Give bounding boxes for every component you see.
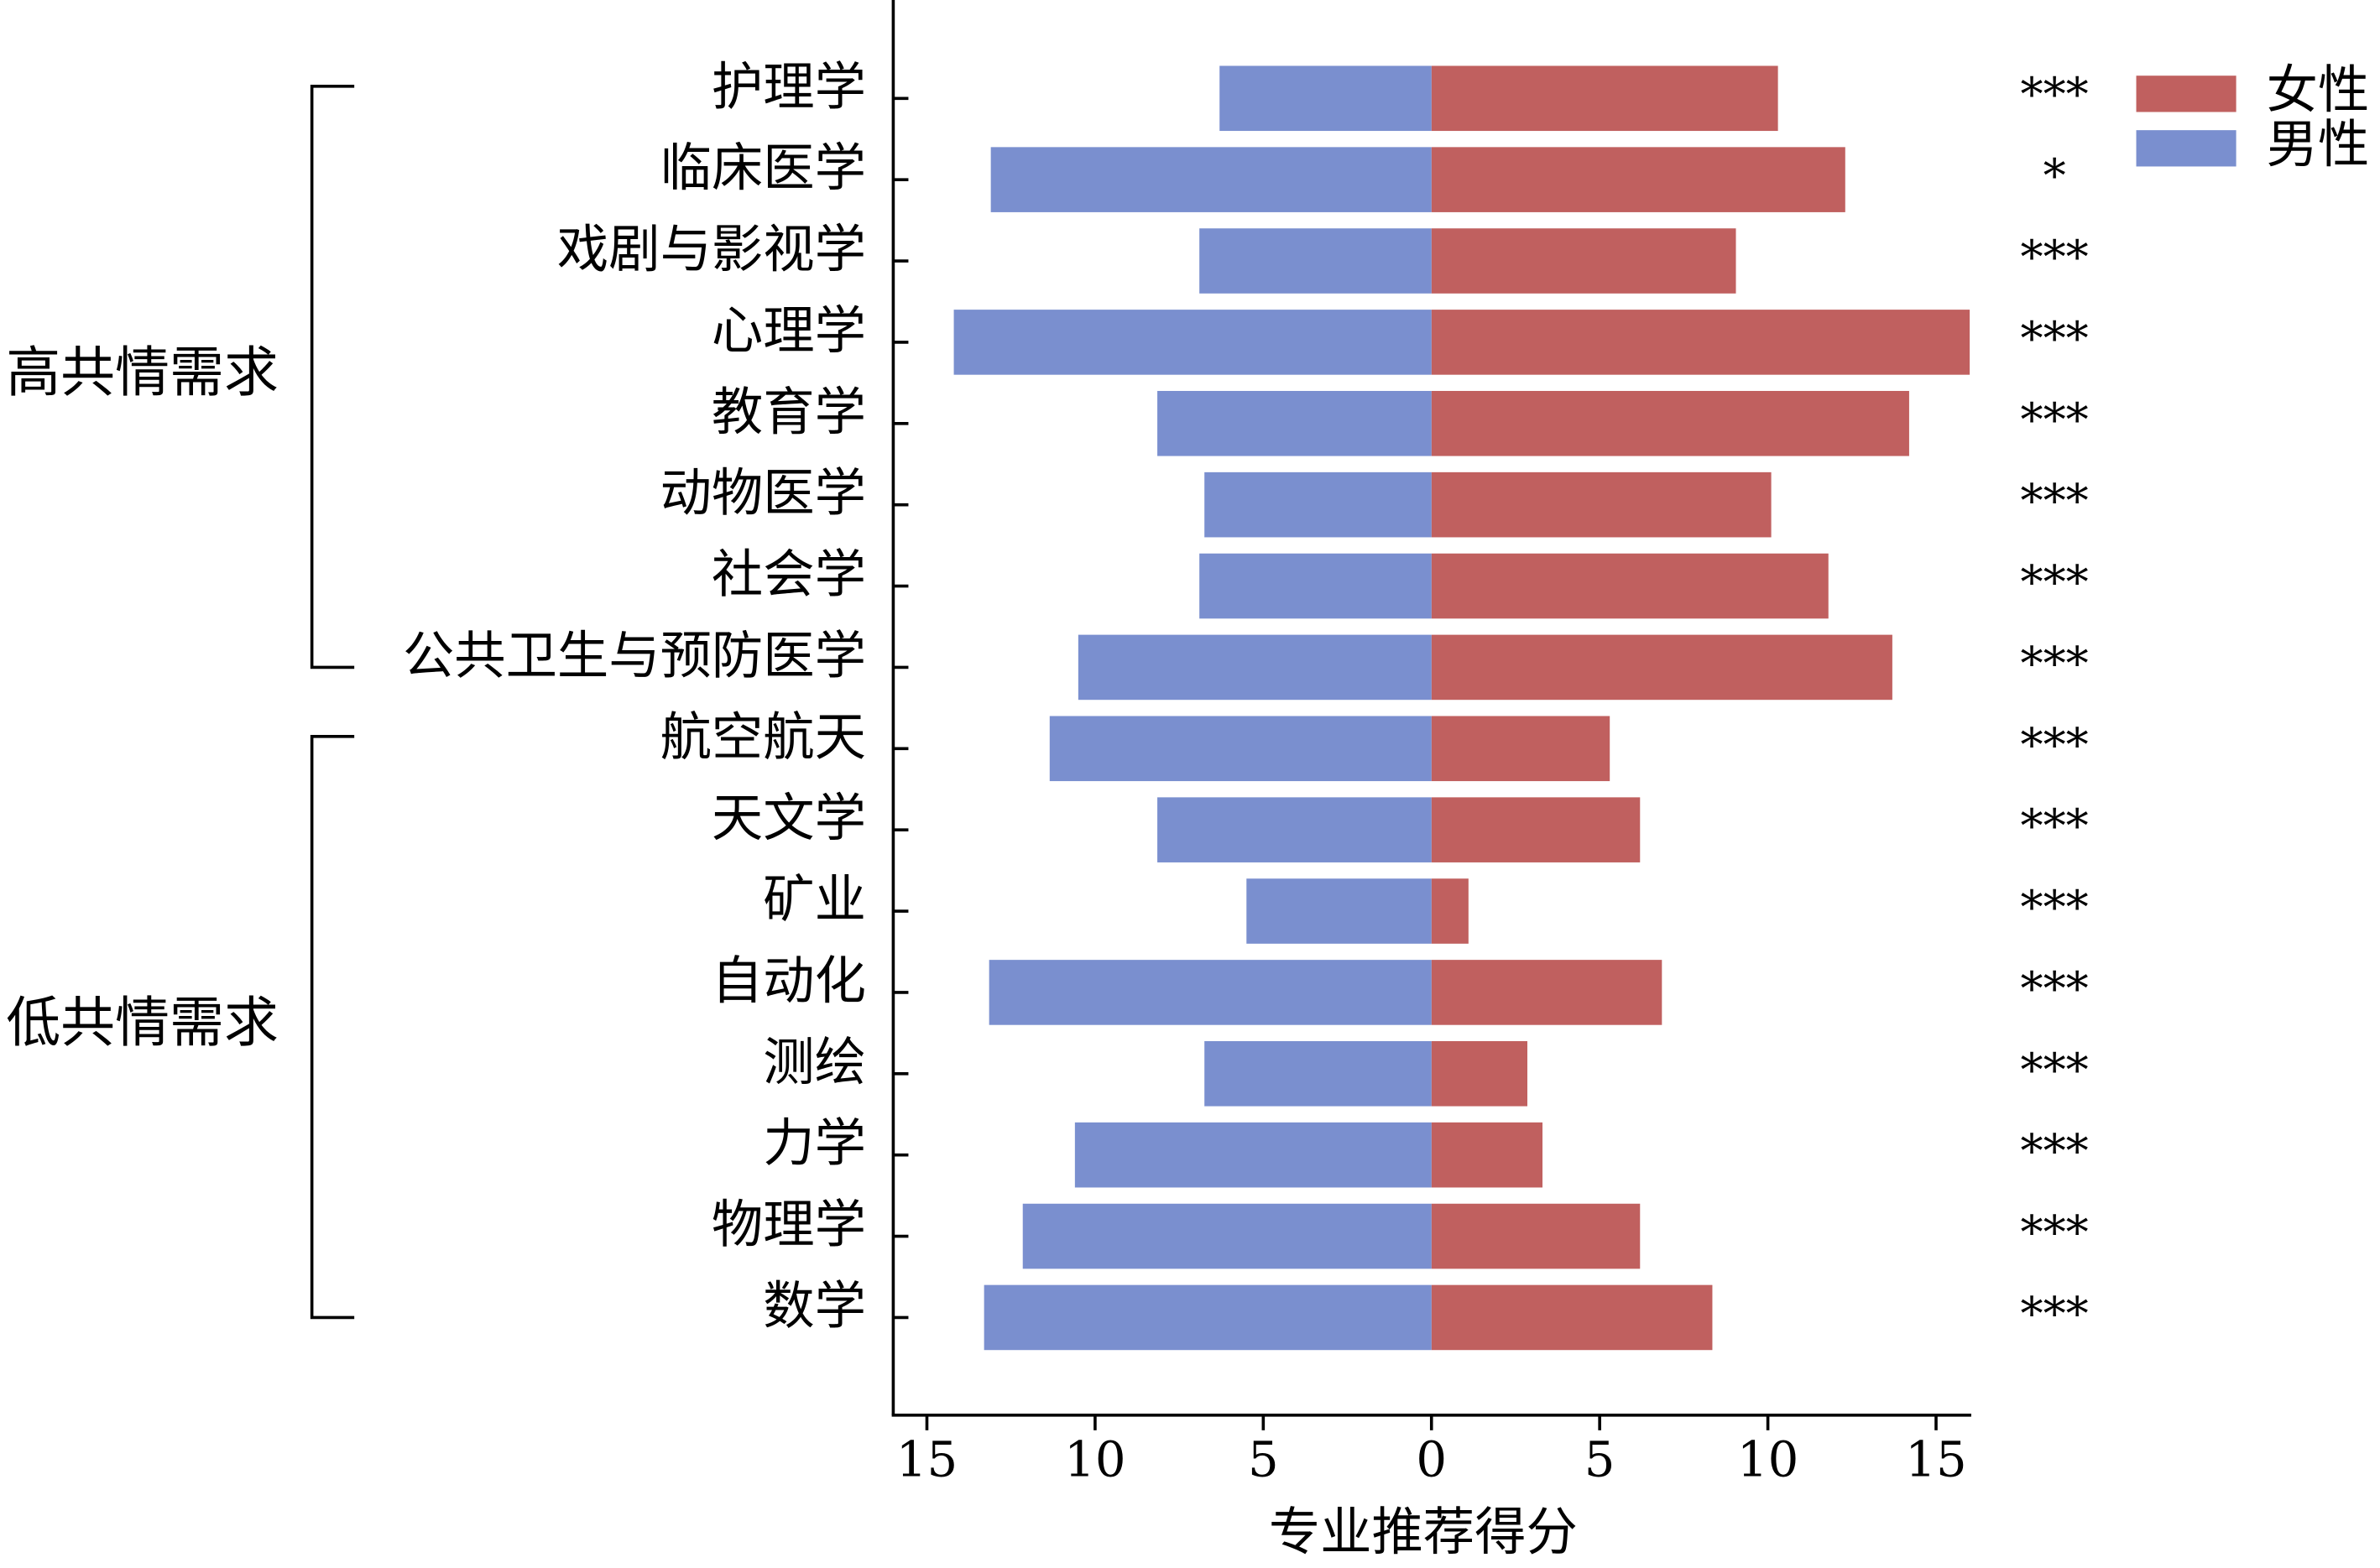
bar <box>1431 65 1778 132</box>
bar <box>1199 553 1432 619</box>
y-tick-label: 航空航天 <box>660 707 866 767</box>
significance-label: *** <box>2021 556 2089 609</box>
bar <box>1431 310 1970 375</box>
significance-label: *** <box>2021 1287 2089 1340</box>
bar <box>1431 716 1610 782</box>
significance-label: *** <box>2021 881 2089 934</box>
bar <box>1157 797 1432 862</box>
group-bracket <box>310 85 355 669</box>
y-tick-label: 天文学 <box>712 789 866 848</box>
x-tick-label: 15 <box>896 1431 958 1488</box>
y-tick-label: 矿业 <box>763 870 866 930</box>
significance-label: *** <box>2021 637 2089 690</box>
significance-label: *** <box>2021 1206 2089 1259</box>
significance-label: *** <box>2021 393 2089 446</box>
significance-label: * <box>2043 149 2066 202</box>
significance-label: *** <box>2021 312 2089 365</box>
bar <box>1431 471 1772 538</box>
bar <box>1199 228 1432 294</box>
bar <box>1431 634 1892 701</box>
y-tick-label: 护理学 <box>712 57 866 117</box>
y-tick-label: 心理学 <box>712 301 866 361</box>
y-tick-label: 测绘 <box>763 1033 866 1092</box>
bar <box>1431 553 1829 619</box>
bar <box>989 960 1432 1025</box>
y-tick-label: 公共卫生与预防医学 <box>403 626 866 685</box>
legend-swatch <box>2136 130 2236 167</box>
bar <box>1431 797 1641 862</box>
group-label: 高共情需求 <box>6 341 279 404</box>
significance-label: *** <box>2021 1125 2089 1178</box>
bar <box>1431 1203 1641 1269</box>
bar <box>1078 634 1432 701</box>
bar <box>1022 1203 1432 1269</box>
bar <box>1431 228 1736 294</box>
y-tick-label: 自动化 <box>712 951 866 1011</box>
significance-label: *** <box>2021 68 2089 121</box>
bar <box>1204 1041 1432 1107</box>
bar <box>1074 1122 1432 1188</box>
legend-label: 女性 <box>2267 60 2370 120</box>
y-tick-label: 动物医学 <box>660 464 866 524</box>
y-tick-label: 力学 <box>763 1114 866 1174</box>
group-bracket <box>310 735 355 1320</box>
significance-label: *** <box>2021 718 2089 771</box>
significance-label: *** <box>2021 962 2089 1015</box>
significance-label: *** <box>2021 1044 2089 1097</box>
y-tick-label: 教育学 <box>712 383 866 442</box>
bar <box>1431 390 1909 456</box>
significance-label: *** <box>2021 800 2089 852</box>
bar <box>1219 65 1432 132</box>
y-tick-label: 数学 <box>763 1277 866 1336</box>
bar <box>1204 471 1432 538</box>
significance-label: *** <box>2021 475 2089 528</box>
bar <box>984 1284 1432 1351</box>
y-tick-label: 物理学 <box>712 1196 866 1255</box>
x-tick-label: 5 <box>1248 1431 1279 1488</box>
y-tick-label: 社会学 <box>712 545 866 605</box>
x-tick-label: 5 <box>1584 1431 1615 1488</box>
bar <box>1431 1041 1527 1107</box>
bar <box>1431 960 1662 1025</box>
bar <box>1431 147 1845 212</box>
significance-label: *** <box>2021 231 2089 284</box>
legend-label: 男性 <box>2267 115 2370 175</box>
bar <box>1246 878 1432 944</box>
x-tick-label: 15 <box>1905 1431 1966 1488</box>
x-tick-label: 0 <box>1416 1431 1447 1488</box>
bar <box>990 147 1432 212</box>
x-tick-label: 10 <box>1737 1431 1798 1488</box>
bar <box>1431 878 1469 944</box>
bar <box>953 310 1432 375</box>
x-axis-label: 专业推荐得分 <box>1269 1503 1578 1562</box>
group-label: 低共情需求 <box>6 992 279 1055</box>
bar <box>1157 390 1432 456</box>
bar <box>1049 716 1432 782</box>
y-tick-label: 戏剧与影视学 <box>557 220 866 279</box>
y-tick-label: 临床医学 <box>660 138 866 198</box>
legend-swatch <box>2136 76 2236 112</box>
bar <box>1431 1284 1713 1351</box>
bar <box>1431 1122 1543 1188</box>
x-tick-label: 10 <box>1064 1431 1125 1488</box>
